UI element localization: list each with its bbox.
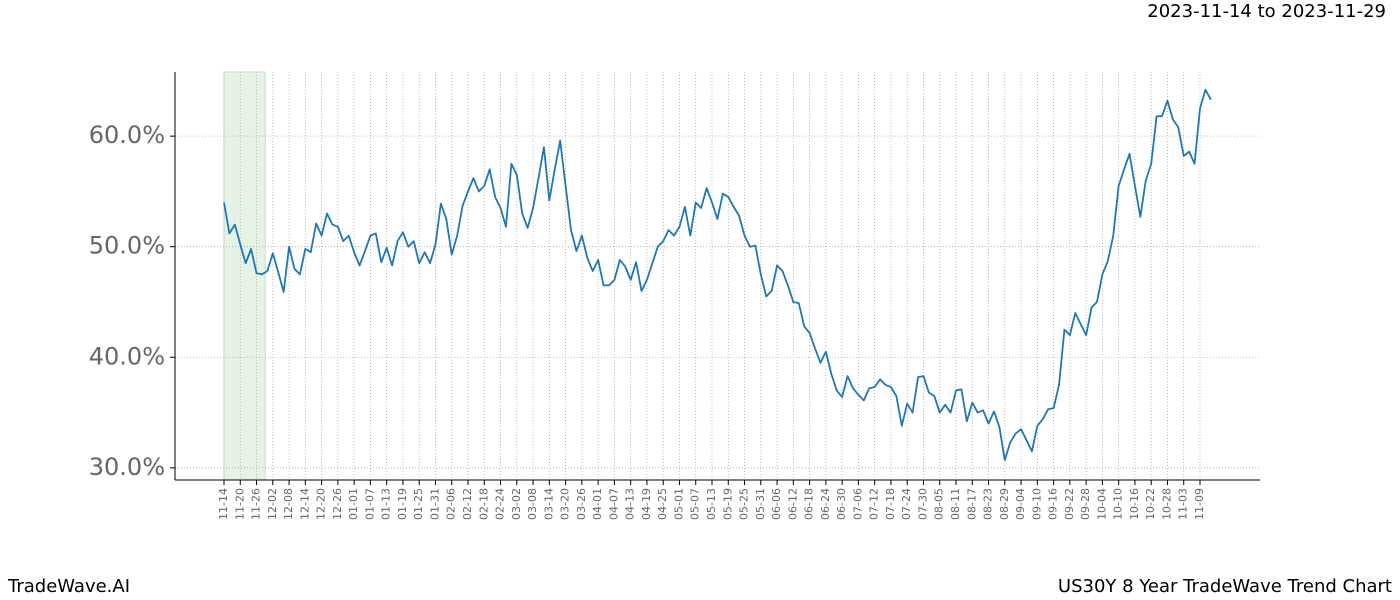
x-tick-label: 05-25 [738,488,751,520]
x-tick-label: 08-05 [933,488,946,520]
y-tick-label: 40.0% [89,342,165,370]
brand: TradeWave.AI [7,576,130,597]
x-tick-label: 04-07 [607,488,620,520]
x-tick-label: 08-29 [998,488,1011,520]
x-tick-label: 05-31 [754,488,767,520]
x-tick-label: 09-04 [1014,488,1027,520]
x-tick-label: 07-18 [884,488,897,520]
x-tick-label: 12-20 [315,488,328,520]
x-tick-label: 07-12 [868,488,881,520]
x-tick-label: 05-13 [705,488,718,520]
x-tick-label: 04-19 [640,488,653,520]
x-tick-label: 01-13 [380,488,393,520]
highlight-band [223,71,266,481]
x-tick-label: 06-30 [835,488,848,520]
x-tick-label: 01-19 [396,488,409,520]
x-tick-label: 11-20 [233,488,246,520]
x-tick-label: 11-03 [1177,488,1190,520]
x-tick-label: 10-16 [1128,488,1141,520]
x-tick-label: 11-09 [1193,488,1206,520]
x-tick-label: 06-06 [770,488,783,520]
date-range: 2023-11-14 to 2023-11-29 [1147,1,1386,22]
x-tick-label: 08-11 [949,488,962,520]
x-tick-label: 03-08 [526,488,539,520]
x-tick-label: 04-13 [624,488,637,520]
x-tick-label: 02-24 [494,488,507,520]
x-tick-label: 04-25 [656,488,669,520]
x-tick-label: 10-04 [1095,488,1108,520]
x-tick-label: 03-02 [510,488,523,520]
x-tick-label: 07-30 [916,488,929,520]
x-tick-label: 02-18 [477,488,490,520]
chart-title: US30Y 8 Year TradeWave Trend Chart [1058,576,1392,597]
x-tick-label: 12-08 [282,488,295,520]
x-tick-label: 10-10 [1112,488,1125,520]
x-tick-label: 09-22 [1063,488,1076,520]
x-tick-label: 02-12 [461,488,474,520]
x-tick-label: 05-01 [672,488,685,520]
x-tick-label: 05-19 [721,488,734,520]
x-tick-label: 08-23 [982,488,995,520]
x-tick-label: 12-14 [298,488,311,520]
x-tick-label: 06-24 [819,488,832,520]
trend-line [223,88,1212,461]
y-tick-label: 60.0% [89,121,165,149]
y-tick-label: 30.0% [89,453,165,481]
x-tick-label: 10-28 [1160,488,1173,520]
x-tick-label: 04-01 [591,488,604,520]
x-tick-label: 08-17 [965,488,978,520]
x-tick-label: 10-22 [1144,488,1157,520]
x-tick-label: 05-07 [689,488,702,520]
y-tick-label: 50.0% [89,232,165,260]
x-tick-label: 11-26 [250,488,263,520]
x-tick-label: 12-02 [266,488,279,520]
x-tick-label: 09-28 [1079,488,1092,520]
x-tick-label: 12-26 [331,488,344,520]
x-tick-label: 06-12 [786,488,799,520]
x-tick-label: 11-14 [217,488,230,520]
x-tick-label: 06-18 [803,488,816,520]
x-tick-label: 01-07 [363,488,376,520]
x-tick-label: 01-01 [347,488,360,520]
x-tick-label: 09-10 [1030,488,1043,520]
x-tick-label: 09-16 [1047,488,1060,520]
x-tick-label: 03-20 [559,488,572,520]
x-tick-label: 07-24 [900,488,913,520]
x-tick-label: 01-31 [428,488,441,520]
x-tick-label: 03-14 [542,488,555,520]
x-tick-label: 02-06 [445,488,458,520]
x-tick-label: 01-25 [412,488,425,520]
x-tick-label: 03-26 [575,488,588,520]
x-tick-label: 07-06 [851,488,864,520]
